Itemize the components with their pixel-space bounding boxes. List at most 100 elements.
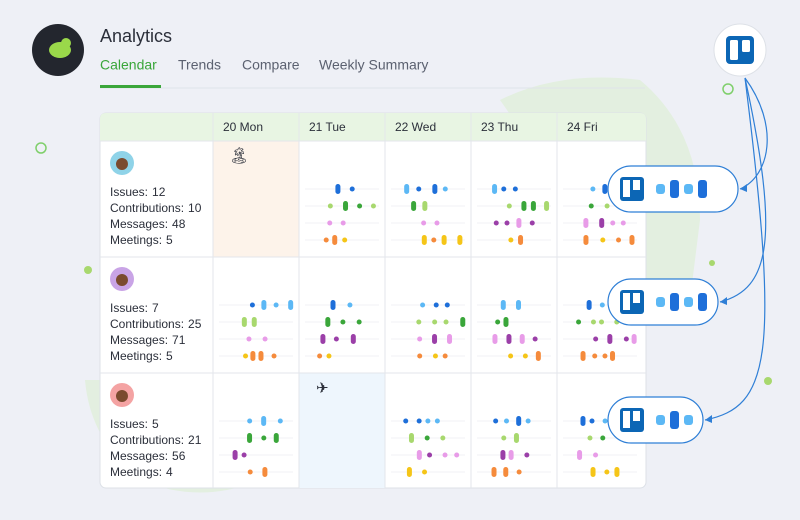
avatar-face [116, 158, 128, 170]
trello-icon [633, 293, 640, 303]
stat-label: Contributions: [110, 433, 184, 447]
activity-mark [684, 184, 693, 194]
activity-mark [684, 297, 693, 307]
activity-mark [327, 220, 333, 226]
stat-line: Contributions: 25 [110, 317, 202, 331]
activity-mark [506, 203, 512, 209]
activity-mark [492, 334, 498, 344]
activity-mark [600, 237, 606, 243]
stat-label: Meetings: [110, 465, 162, 479]
trello-icon [633, 180, 640, 190]
nav-tab[interactable]: Compare [242, 57, 300, 73]
day-label: 23 Thu [481, 120, 518, 134]
nav-tab[interactable]: Weekly Summary [319, 57, 428, 73]
activity-mark [416, 319, 422, 325]
activity-mark [288, 300, 294, 310]
activity-mark [629, 235, 635, 245]
activity-mark [261, 416, 267, 426]
activity-mark [503, 467, 509, 477]
activity-mark [333, 336, 339, 342]
stat-line: Messages: 48 [110, 217, 186, 231]
activity-mark [620, 220, 626, 226]
travel-cell [299, 373, 385, 488]
activity-mark [408, 433, 414, 443]
activity-mark [577, 450, 583, 460]
activity-mark [576, 319, 582, 325]
day-label: 22 Wed [395, 120, 436, 134]
activity-mark [417, 336, 423, 342]
activity-mark [273, 302, 279, 308]
activity-mark [434, 418, 440, 424]
deco-dot [709, 260, 715, 266]
avatar-face [116, 274, 128, 286]
vacation-icon: 🏝 [229, 147, 249, 165]
activity-mark [421, 235, 427, 245]
stat-line: Contributions: 10 [110, 201, 202, 215]
day-label: 24 Fri [567, 120, 598, 134]
activity-mark [616, 237, 622, 243]
activity-mark [631, 334, 637, 344]
activity-mark [416, 186, 422, 192]
activity-mark [670, 411, 679, 429]
activity-mark [404, 184, 410, 194]
trello-icon [623, 411, 630, 428]
activity-mark [583, 218, 589, 228]
activity-mark [422, 469, 428, 475]
activity-mark [607, 334, 613, 344]
activity-mark [417, 353, 423, 359]
vacation-cell [213, 141, 299, 257]
activity-mark [431, 237, 437, 243]
connector [739, 77, 768, 190]
activity-mark [443, 319, 449, 325]
activity-mark [587, 435, 593, 441]
activity-mark [335, 184, 341, 194]
connector [719, 77, 767, 303]
trello-icon [742, 40, 750, 52]
connector [704, 77, 766, 421]
deco-dot [84, 266, 92, 274]
activity-mark [599, 302, 605, 308]
stat-value: 25 [188, 317, 202, 331]
page-title: Analytics [100, 26, 172, 46]
activity-mark [241, 452, 247, 458]
activity-mark [249, 302, 255, 308]
stat-value: 71 [172, 333, 186, 347]
stat-label: Meetings: [110, 349, 162, 363]
activity-mark [342, 237, 348, 243]
activity-mark [347, 302, 353, 308]
activity-mark [421, 220, 427, 226]
activity-mark [501, 186, 507, 192]
activity-mark [403, 418, 409, 424]
deco-dot [722, 83, 734, 95]
activity-mark [602, 418, 608, 424]
activity-mark [432, 319, 438, 325]
activity-mark [416, 418, 422, 424]
activity-mark [590, 467, 596, 477]
activity-mark [670, 180, 679, 198]
activity-mark [277, 418, 283, 424]
arrow-head [720, 297, 727, 305]
activity-mark [493, 418, 499, 424]
activity-mark [521, 201, 527, 211]
activity-mark [447, 334, 453, 344]
nav-tab[interactable]: Calendar [100, 57, 157, 73]
tab-underline [100, 85, 161, 88]
activity-mark [251, 317, 257, 327]
activity-mark [529, 220, 535, 226]
activity-mark [422, 201, 428, 211]
activity-mark [600, 435, 606, 441]
activity-mark [325, 317, 331, 327]
activity-mark [442, 452, 448, 458]
activity-mark [495, 319, 501, 325]
stat-line: Meetings: 4 [110, 465, 173, 479]
activity-mark [544, 201, 550, 211]
nav-tab[interactable]: Trends [178, 57, 221, 73]
stat-value: 21 [188, 433, 202, 447]
travel-icon: ✈ [316, 380, 329, 397]
avatar-face [116, 390, 128, 402]
activity-mark [442, 353, 448, 359]
activity-mark [698, 293, 707, 311]
activity-mark [332, 235, 338, 245]
activity-mark [441, 235, 447, 245]
